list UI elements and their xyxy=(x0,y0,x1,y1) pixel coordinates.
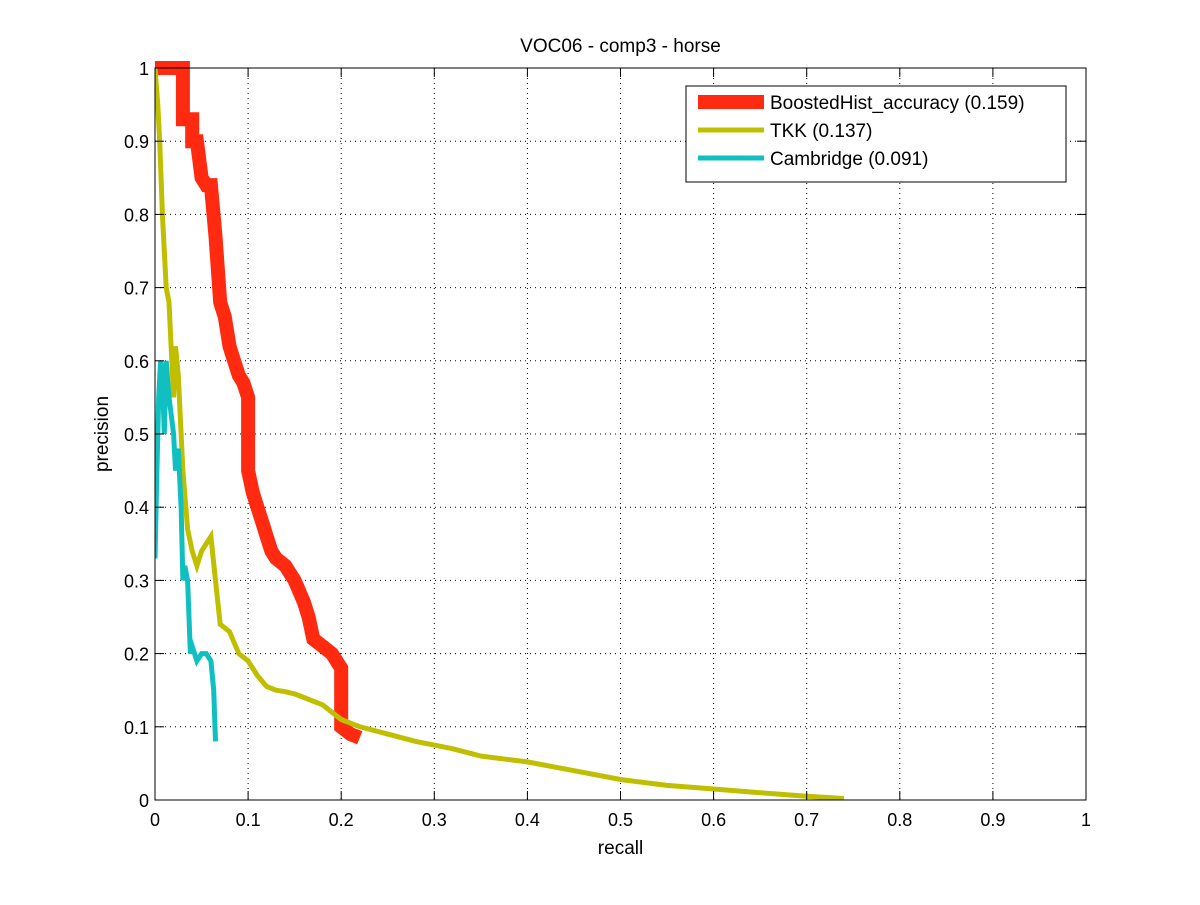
x-tick-label: 1 xyxy=(1081,810,1091,830)
y-tick-label: 0.5 xyxy=(124,425,149,445)
x-tick-label: 0 xyxy=(150,810,160,830)
x-tick-label: 0.5 xyxy=(608,810,633,830)
series-line-2 xyxy=(155,67,845,800)
y-tick-label: 0.6 xyxy=(124,352,149,372)
x-tick-label: 0.4 xyxy=(515,810,540,830)
x-tick-label: 0.6 xyxy=(701,810,726,830)
y-tick-label: 0.2 xyxy=(124,645,149,665)
grid xyxy=(155,68,1086,800)
y-tick-label: 0.8 xyxy=(124,205,149,225)
x-tick-label: 0.3 xyxy=(422,810,447,830)
x-tick-label: 0.9 xyxy=(980,810,1005,830)
y-axis-label: precision xyxy=(92,396,113,472)
y-tick-label: 0.3 xyxy=(124,571,149,591)
y-tick-label: 0 xyxy=(139,791,149,811)
y-tick-label: 0.9 xyxy=(124,132,149,152)
ticks: 0 0.1 0.2 0.3 0.4 0.5 0.6 0.7 0.8 0.9 1 0 0.1 0.2 0.3 0… xyxy=(124,59,1091,830)
x-tick-label: 0.7 xyxy=(794,810,819,830)
series-line-1 xyxy=(155,61,363,745)
legend-label: TKK (0.137) xyxy=(770,121,872,142)
y-tick-label: 0.1 xyxy=(124,718,149,738)
x-axis-label: recall xyxy=(598,838,643,859)
legend: BoostedHist_accuracy (0.159) TKK (0.137) C… xyxy=(685,85,1067,183)
series-line-3 xyxy=(155,360,218,742)
y-tick-label: 0.7 xyxy=(124,279,149,299)
chart-title: VOC06 - comp3 - horse xyxy=(520,36,721,57)
series-group xyxy=(155,61,845,800)
legend-label: BoostedHist_accuracy (0.159) xyxy=(770,93,1025,114)
x-tick-label: 0.8 xyxy=(887,810,912,830)
x-tick-label: 0.1 xyxy=(236,810,261,830)
y-tick-label: 1 xyxy=(139,59,149,79)
y-tick-label: 0.4 xyxy=(124,498,149,518)
legend-label: Cambridge (0.091) xyxy=(770,149,928,170)
x-tick-label: 0.2 xyxy=(329,810,354,830)
